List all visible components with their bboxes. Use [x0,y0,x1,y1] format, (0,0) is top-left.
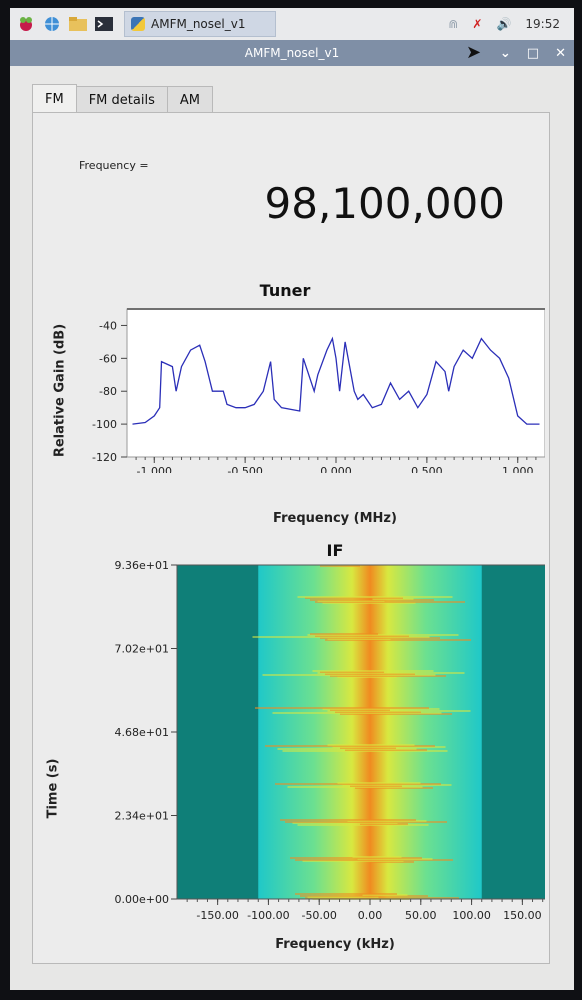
if-x-axis-label: Frequency (kHz) [275,937,395,952]
if-chart-title: IF [326,541,344,560]
python-icon [131,17,145,31]
tuner-y-axis-label: Relative Gain (dB) [52,323,68,458]
tab-fm-label: FM [45,91,64,107]
raspberry-icon[interactable] [16,14,36,34]
globe-icon[interactable] [42,14,62,34]
fm-panel: Frequency = 98,100,000 Tuner Relative Ga… [32,112,550,964]
volume-icon[interactable]: 🔊 [496,17,512,31]
tuner-trace-line [132,336,540,425]
if-waterfall-chart: 0.00e+00 2.34e+01 4.68e+01 7.02e+01 9.36e+01… [115,561,545,922]
tuner-x-tick-label: 1.000 [502,465,534,473]
if-signal-streak [295,893,397,895]
tuner-y-tick-label: -100 [92,418,117,431]
if-x-tick-label: 150.00 [503,909,542,922]
app-window: FM FM details AM Frequency = 98,100,000 … [10,66,574,990]
tuner-y-tick-label: -40 [99,319,117,332]
if-signal-streak [255,707,429,709]
frequency-label: Frequency = [79,159,149,172]
if-x-tick-label: 50.00 [405,909,437,922]
tuner-x-tick-label: 0.000 [320,465,352,473]
tab-am[interactable]: AM [166,86,213,113]
tab-fm-details-label: FM details [88,92,155,108]
if-signal-streak [317,672,465,674]
if-signal-streak [337,782,421,784]
tuner-chart: -40 -60 -80 -100 -120 -1.000 -0.500 0.000 0.500 1… [92,308,545,473]
close-icon[interactable]: ✕ [555,45,566,61]
terminal-icon[interactable] [94,14,114,34]
tuner-x-tick-label: -0.500 [227,465,262,473]
tab-fm[interactable]: FM [32,84,77,113]
if-x-tick-label: 0.00 [358,909,383,922]
if-y-tick-label: 0.00e+00 [115,893,169,906]
if-signal-streak [305,897,459,899]
if-signal-streak [312,670,434,672]
if-signal-streak [352,856,402,858]
if-signal-streak [315,601,465,603]
tuner-x-tick-label: -1.000 [137,465,172,473]
if-y-tick-label: 4.68e+01 [115,726,169,739]
screen: AMFM_nosel_v1 ⋒ ✗ 🔊 19:52 AMFM_nosel_v1 … [10,8,574,990]
taskbar-window-label: AMFM_nosel_v1 [151,17,246,31]
if-x-tick-label: -100.00 [247,909,289,922]
tab-bar: FM FM details AM [32,84,213,113]
if-x-tick-label: -50.00 [301,909,336,922]
tuner-x-tick-label: 0.500 [411,465,443,473]
if-signal-streak [297,596,453,598]
if-y-tick-label: 2.34e+01 [115,810,169,823]
if-x-tick-label: -150.00 [196,909,238,922]
if-y-tick-label: 7.02e+01 [115,643,169,656]
if-signal-streak [307,634,459,636]
if-signal-streak [327,744,415,746]
if-signal-streak [280,819,416,821]
tab-am-label: AM [179,92,200,108]
tab-fm-details[interactable]: FM details [75,86,168,113]
if-y-axis-label: Time (s) [45,758,61,819]
folder-icon[interactable] [68,14,88,34]
if-y-tick-label: 9.36e+01 [115,561,169,572]
maximize-icon[interactable]: □ [526,45,540,61]
tuner-y-tick-label: -80 [99,385,117,398]
frequency-value: 98,100,000 [264,179,505,228]
if-signal-streak [320,565,360,567]
if-signal-streak [310,633,378,635]
mouse-cursor-icon: ➤ [466,42,482,63]
system-tray: ⋒ ✗ 🔊 19:52 [448,17,574,31]
tuner-plot-area [126,308,545,458]
tuner-chart-title: Tuner [259,281,311,300]
taskbar: AMFM_nosel_v1 ⋒ ✗ 🔊 19:52 [10,8,574,40]
tuner-y-tick-label: -120 [92,451,117,464]
if-signal-streak [325,639,471,641]
tuner-y-tick-label: -60 [99,352,117,365]
minimize-icon[interactable]: ⌄ [499,45,511,61]
window-title: AMFM_nosel_v1 [244,46,340,60]
if-passband [258,565,482,899]
window-titlebar[interactable]: AMFM_nosel_v1 ➤ ⌄ □ ✕ [10,40,574,66]
tuner-x-axis-label: Frequency (MHz) [273,511,397,526]
bluetooth-icon[interactable]: ⋒ [448,17,459,31]
if-x-tick-label: 100.00 [452,909,491,922]
if-signal-streak [310,599,434,601]
if-signal-streak [327,710,471,712]
clock: 19:52 [525,17,560,31]
network-icon[interactable]: ✗ [472,17,483,31]
taskbar-window-button[interactable]: AMFM_nosel_v1 [124,11,276,37]
